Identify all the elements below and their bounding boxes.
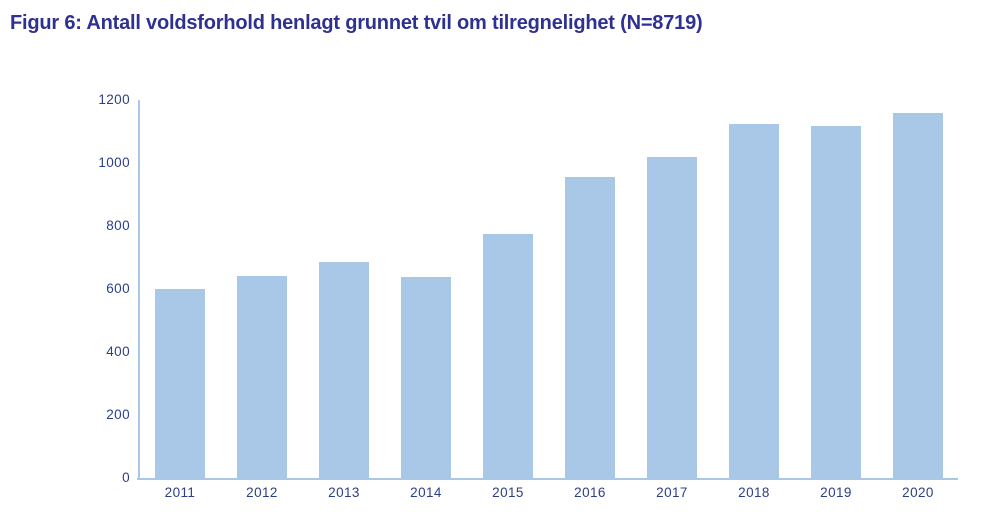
bar-2015 [483,233,533,478]
y-tick-label-1200: 1200 [98,92,130,107]
bar-2019 [811,125,861,478]
y-tick-label-600: 600 [106,281,130,296]
bar-2012 [237,275,287,478]
bar-2014 [401,277,451,478]
bar-2016 [565,176,615,478]
x-tick-label-2017: 2017 [656,485,688,500]
x-tick-label-2016: 2016 [574,485,606,500]
y-axis-line [138,100,140,480]
bars-container [155,100,943,478]
x-tick-label-2011: 2011 [164,485,196,500]
y-tick-label-400: 400 [106,344,130,359]
x-axis-line [137,478,958,480]
bar-2013 [319,261,369,478]
chart-title: Figur 6: Antall voldsforhold henlagt gru… [10,12,703,34]
x-tick-label-2020: 2020 [902,485,934,500]
bar-chart: 0 200 400 600 800 1000 1200 2011 2012 2013 2014 20… [98,92,958,500]
x-tick-label-2015: 2015 [492,485,524,500]
y-tick-label-0: 0 [122,470,130,485]
y-tick-label-200: 200 [106,407,130,422]
y-tick-label-800: 800 [106,218,130,233]
x-tick-label-2014: 2014 [410,485,442,500]
x-tick-label-2013: 2013 [328,485,360,500]
bar-2020 [893,113,943,478]
x-tick-label-2019: 2019 [820,485,852,500]
bar-2018 [729,123,779,478]
bar-2011 [155,289,205,478]
bar-2017 [647,157,697,478]
x-tick-label-2012: 2012 [246,485,278,500]
y-tick-label-1000: 1000 [98,155,130,170]
x-tick-label-2018: 2018 [738,485,770,500]
